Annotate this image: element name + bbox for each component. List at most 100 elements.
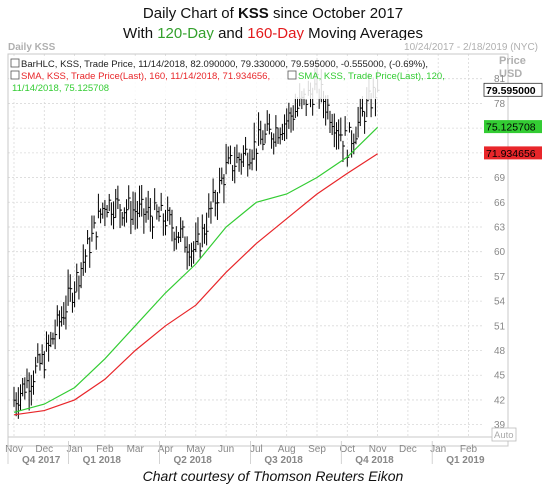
date-range: 10/24/2017 - 2/18/2019 (NYC) [404,42,538,53]
price-bar [117,185,120,209]
x-tick-label: Apr [158,444,174,455]
last-price-box: 79.595000 [483,82,543,97]
y-tick-label: 48 [494,346,506,357]
y-tick-label: 42 [494,395,506,406]
price-bar [355,126,358,145]
legend-sma120-icon [287,70,297,80]
legend-sma160-entry: SMA, KSS, Trade Price(Last), 160, 11/14/… [10,70,270,82]
auto-button-bg[interactable] [491,427,517,442]
x-tick-label: Nov [5,444,23,455]
panel-label: Daily KSS [8,42,56,53]
price-bar [35,356,38,374]
y-tick-label: 51 [494,321,506,332]
price-bar [361,96,365,117]
price-bar [210,201,213,224]
price-bar [340,117,343,142]
legend-bar-icon [10,58,20,68]
price-bar [229,145,233,165]
price-bar [292,105,296,131]
price-axis-title: Price [499,55,526,67]
price-bar [297,97,300,117]
price-bar [262,130,265,151]
price-bar [268,113,272,135]
price-bar [84,249,88,273]
price-bar [126,199,129,223]
title-ma-160: 160-Day [247,25,304,42]
auto-button[interactable]: Auto [491,427,517,442]
grid [8,54,484,437]
price-bar [108,193,112,212]
y-tick-label: 60 [494,247,506,258]
x-tick-label: Oct [340,444,356,455]
x-tick-label: Aug [278,444,296,455]
price-bar [348,122,352,133]
price-bar [223,174,226,204]
price-bar [89,237,92,268]
x-tick-label: Feb [460,444,478,455]
price-bars [13,57,380,419]
price-bar [160,192,164,211]
plot-frame [7,53,509,447]
legend-sma160-icon [10,70,20,80]
x-tick-label: Feb [96,444,114,455]
price-bar [165,209,168,236]
chart-background [0,40,546,466]
last-price-box-bg [483,82,543,97]
quarter-label: Q3 2018 [264,455,303,466]
chart-caption: Chart courtesy of Thomson Reuters Eikon [142,468,404,484]
price-bar [182,220,185,238]
price-bar [76,263,79,292]
x-tick-label: Sep [308,444,326,455]
sma-160-line [13,153,378,416]
sma120-value-box-bg [484,120,542,134]
price-bar [206,212,209,246]
price-bar [141,184,144,217]
legend-bar-text: BarHLC, KSS, Trade Price, 11/14/2018, 82… [21,59,428,70]
price-bar [342,140,345,163]
auto-button-label[interactable]: Auto [494,430,514,441]
legend-bar-entry: BarHLC, KSS, Trade Price, 11/14/2018, 82… [10,58,428,70]
price-bar [154,188,157,211]
sma160-value: 71.934656 [486,148,536,160]
price-bar [253,122,257,160]
price-bar [305,99,309,117]
price-bar [54,319,58,350]
y-tick-label: 69 [494,173,506,184]
price-bar [158,206,162,222]
price-bar [327,95,330,120]
price-bar [216,192,220,220]
price-bar [65,295,68,330]
y-tick-label: 39 [494,420,506,431]
legend-sma120-text-b: 11/14/2018, 75.125708 [12,83,109,94]
quarter-label: Q1 2019 [446,455,485,466]
y-tick-label: 54 [494,297,506,308]
price-bar [32,370,36,395]
price-bar [43,351,47,379]
x-tick-label: May [186,444,205,455]
legend-sma120-text-a: SMA, KSS, Trade Price(Last), 120, [298,71,445,82]
price-bar [24,377,27,400]
title-line-1: Daily Chart of KSS since October 2017 [142,5,404,22]
x-tick-label: Mar [127,444,145,455]
sma160-value-box-bg [484,146,542,160]
x-axis: Nov Dec Jan Feb Mar Apr May Jun Jul Aug Sep Oct Nov D… [5,444,477,455]
x-tick-label: Jul [250,444,263,455]
price-bar [152,216,155,239]
x-tick-label: Jun [218,444,234,455]
price-bar [74,281,77,308]
legend-sma160-text: SMA, KSS, Trade Price(Last), 160, 11/14/… [21,71,270,82]
y-tick-label: 57 [494,272,506,283]
price-bar [255,148,259,171]
y-tick-label: 81 [494,74,506,85]
y-tick-label: 63 [494,222,506,233]
title-ma-120: 120-Day [157,25,214,42]
price-bar [234,146,237,184]
title-line-2: With 120-Day and 160-Day Moving Averages [123,25,423,42]
x-tick-label: Jan [430,444,446,455]
price-bar [95,231,99,250]
chart-title: Daily Chart of KSS since October 2017 Wi… [0,4,546,44]
currency-axis-title: USD [499,68,522,80]
price-bar [197,217,200,246]
price-bar [245,136,248,156]
legend: BarHLC, KSS, Trade Price, 11/14/2018, 82… [9,57,445,99]
